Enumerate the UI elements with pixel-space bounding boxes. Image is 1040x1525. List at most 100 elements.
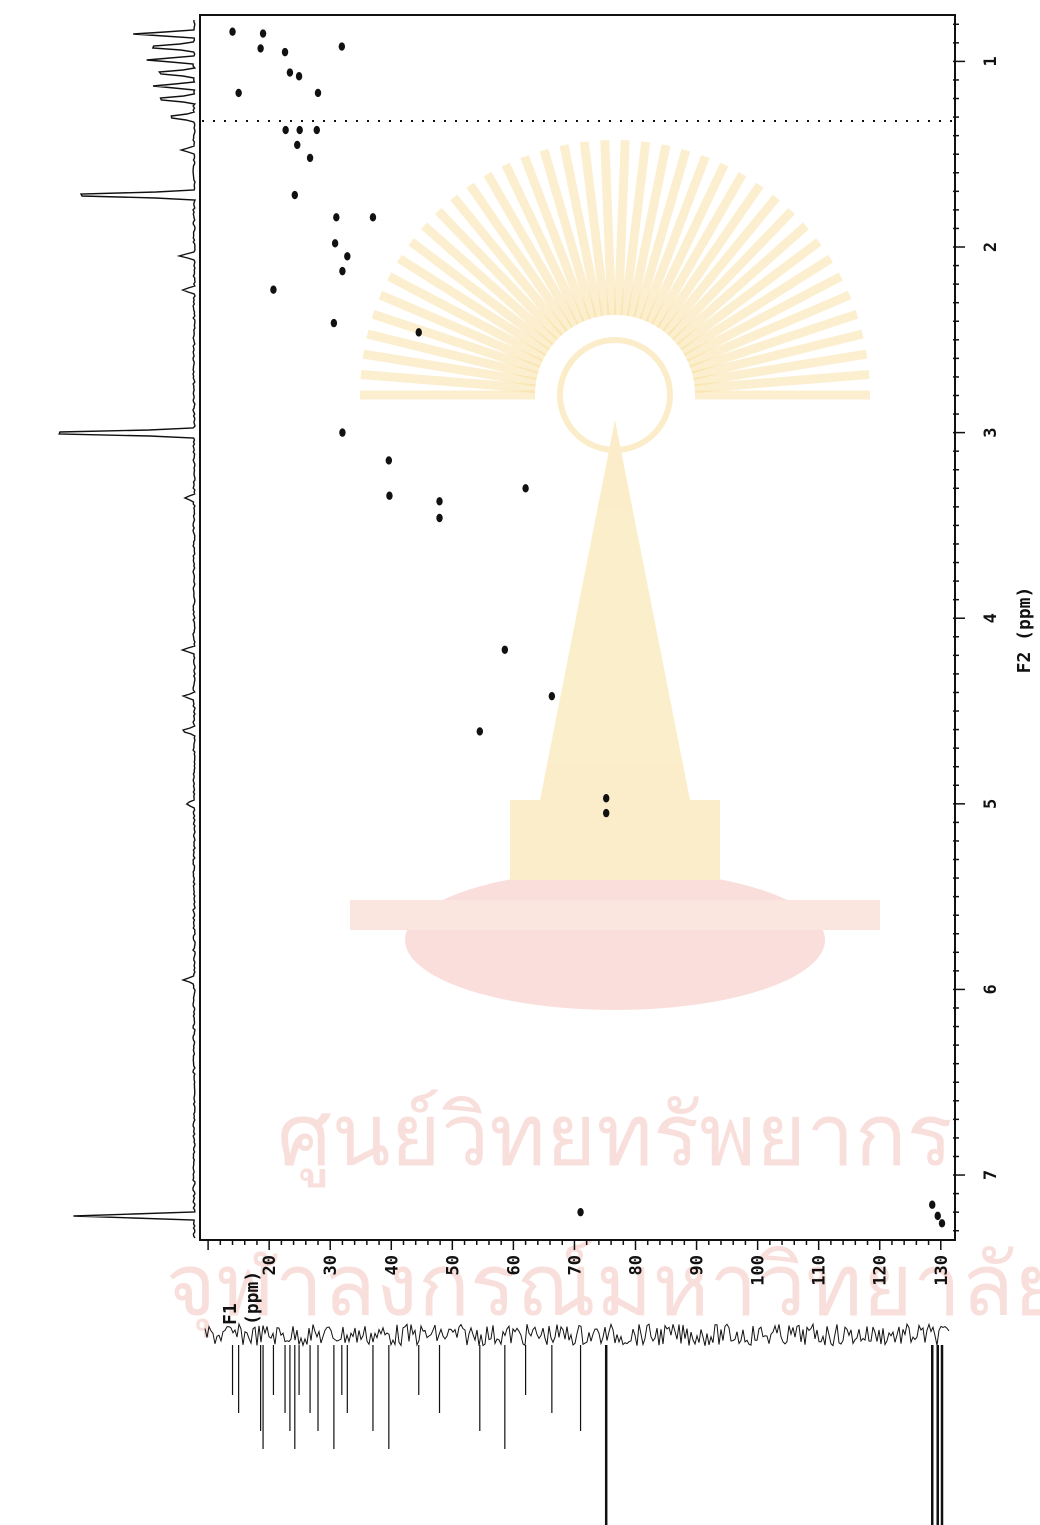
cross-peak [295,72,303,81]
cross-peaks [229,27,946,1228]
watermark-ray [639,154,710,322]
watermark-text-1: ศูนย์วิทยทรัพยากร [277,1086,953,1188]
watermark-ray [651,171,747,328]
cross-peak [938,1219,946,1228]
watermark-ray [520,154,591,322]
f1-projection-noise [204,1322,950,1348]
watermark-ray [691,329,864,381]
watermark-ray [680,254,833,357]
y-tick-label: 30 [321,1255,341,1275]
cross-peak [296,125,303,135]
watermark-ray [626,144,671,318]
watermark-emblem [350,337,880,1010]
watermark-ray [632,148,691,320]
watermark-ray [539,148,598,320]
y-tick-label: 20 [260,1255,280,1275]
cross-peak [934,1211,941,1221]
cross-peak [344,252,351,261]
watermark-ray [559,144,604,318]
watermark-ray [662,194,780,336]
cross-peak [548,691,556,701]
cross-peak [281,47,289,57]
cross-peak [602,808,610,818]
watermark-ray [362,349,537,387]
cross-peak [259,29,267,38]
watermark-ray [613,140,630,316]
f1-projection-lines [231,1345,944,1525]
watermark-ray [694,369,870,394]
cross-peak [436,513,443,523]
cross-peak [577,1207,584,1217]
y-tick-label: 100 [749,1255,769,1286]
cross-peak [522,484,529,493]
cross-peak [286,68,294,77]
cross-peak [369,213,377,222]
watermark-ray [671,222,809,346]
watermark-ray [683,272,843,362]
x-tick-label: 2 [981,242,1001,252]
watermark-ray [676,238,822,351]
y-tick-label: 110 [810,1255,830,1286]
watermark-ray [387,272,547,362]
watermark-ray [366,329,539,381]
watermark-ray [689,309,859,374]
x-axis: 1 2 3 4 5 6 7 [953,23,1001,1232]
cross-peak [476,727,484,736]
cross-peak [314,88,322,98]
cross-peak [282,125,289,135]
cross-peak [602,794,610,803]
cross-peak [291,190,299,200]
watermark-ray [435,207,563,341]
y-tick-label: 90 [688,1255,708,1275]
cross-peak [331,239,339,248]
y-tick-label: 120 [871,1255,891,1286]
y-axis-label-line1: F1 [220,1303,241,1325]
cross-peak [229,27,236,36]
y-axis-label-line2: (ppm) [242,1271,263,1325]
cross-peak [306,153,314,163]
watermark-rays [360,140,870,400]
watermark-ray [620,141,651,317]
cross-peak [270,285,277,294]
x-tick-label: 3 [981,427,1001,437]
cross-peak [929,1200,936,1209]
watermark-ray [645,162,729,325]
cross-peak [339,428,346,437]
watermark-ray [450,194,568,336]
cross-peak [436,497,443,506]
watermark-ray [466,182,574,332]
cross-peak [339,266,346,276]
cross-peak [338,42,346,51]
watermark-ray [397,254,550,357]
y-tick-label: 40 [382,1255,402,1275]
cross-peak [501,645,509,654]
watermark-ray [360,369,536,394]
cross-peak [235,88,242,98]
watermark-ray [656,182,764,332]
f2-projection-spectrum [58,19,197,1239]
cross-peak [333,213,340,222]
x-tick-label: 6 [981,984,1001,994]
cross-peak [415,328,422,337]
cross-peak [385,456,393,465]
cross-peak [294,140,301,150]
cross-peak [257,44,264,53]
cross-peak [330,318,338,328]
watermark-ray [693,349,868,387]
watermark-ray [501,162,585,325]
watermark-text-2: จุฬาลงกรณ์มหาวิทยาลัย [166,1236,1040,1338]
y-tick-label: 70 [565,1255,585,1275]
y-tick-label: 50 [443,1255,463,1275]
watermark-ray [579,141,610,317]
y-tick-label: 60 [504,1255,524,1275]
x-tick-label: 1 [981,56,1001,66]
x-tick-label: 7 [981,1170,1001,1180]
watermark-ray [421,222,559,346]
watermark-ray [667,207,795,341]
watermark-ray [686,290,852,368]
x-tick-label: 4 [981,613,1001,623]
watermark-ray [371,309,541,374]
y-tick-label: 80 [627,1255,647,1275]
watermark-ray [408,238,554,351]
